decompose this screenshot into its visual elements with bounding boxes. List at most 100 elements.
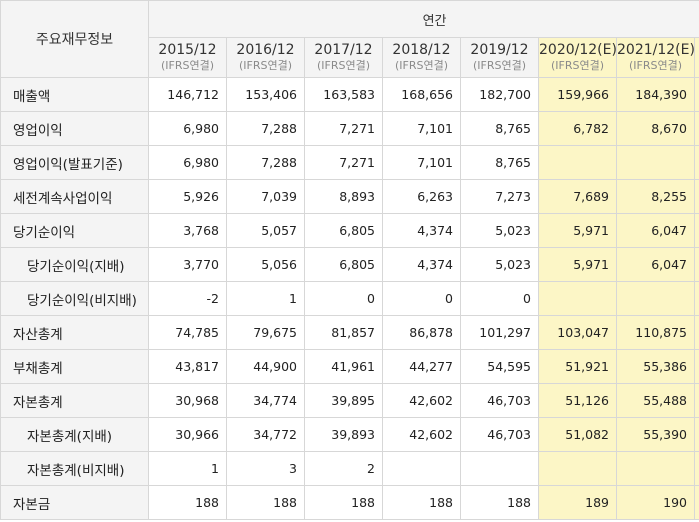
row-label: 자본총계(지배): [0, 417, 149, 452]
row-label: 자본총계: [0, 383, 149, 418]
value-cell: 153,406: [226, 77, 305, 112]
value-cell: 5,023: [460, 213, 539, 248]
table-row: 부채총계 43,817 44,900 41,961 44,277 54,595 51,921…: [0, 349, 699, 384]
value-cell: 5,971: [538, 213, 617, 248]
value-cell: 86,878: [382, 315, 461, 350]
value-cell: 79,675: [226, 315, 305, 350]
corner-header: 주요재무정보: [0, 0, 149, 78]
value-cell: [616, 145, 695, 180]
value-cell: 51,921: [538, 349, 617, 384]
table-row: 자본총계(비지배) 1 3 2: [0, 451, 699, 486]
year-label: 2020/12(E): [539, 41, 617, 58]
value-cell: 51,082: [538, 417, 617, 452]
table-row: 영업이익(발표기준) 6,980 7,288 7,271 7,101 8,765: [0, 145, 699, 180]
value-cell: 6,263: [382, 179, 461, 214]
value-cell: 54,595: [460, 349, 539, 384]
value-cell: 7,288: [226, 111, 305, 146]
year-label: 2015/12: [158, 41, 217, 58]
value-cell: 101,297: [460, 315, 539, 350]
accounting-basis-label: (IFRS연결): [238, 58, 293, 72]
value-cell: 55,488: [616, 383, 695, 418]
value-cell: [693, 315, 699, 350]
value-cell: 55,390: [616, 417, 695, 452]
value-cell: 81,857: [304, 315, 383, 350]
value-cell: 74,785: [148, 315, 227, 350]
accounting-basis-label: (IFRS연결): [316, 58, 371, 72]
value-cell: [693, 485, 699, 520]
row-label: 영업이익: [0, 111, 149, 146]
table-row: 자산총계 74,785 79,675 81,857 86,878 101,297 103,0…: [0, 315, 699, 350]
accounting-basis-label: (IFRS연결): [628, 58, 683, 72]
value-cell: 190: [616, 485, 695, 520]
value-cell: 5,926: [148, 179, 227, 214]
value-cell: [538, 281, 617, 316]
value-cell: [693, 179, 699, 214]
value-cell: 5,056: [226, 247, 305, 282]
value-cell: 8,255: [616, 179, 695, 214]
accounting-basis-label: (IFRS연결): [550, 58, 605, 72]
value-cell: [693, 247, 699, 282]
value-cell: 3: [226, 451, 305, 486]
value-cell: 1: [148, 451, 227, 486]
value-cell: 188: [382, 485, 461, 520]
value-cell: 188: [226, 485, 305, 520]
value-cell: 6,047: [616, 213, 695, 248]
value-cell: 163,583: [304, 77, 383, 112]
accounting-basis-label: (IFRS연결): [472, 58, 527, 72]
value-cell: 8,765: [460, 111, 539, 146]
value-cell: 103,047: [538, 315, 617, 350]
value-cell: 0: [382, 281, 461, 316]
value-cell: 4,374: [382, 213, 461, 248]
year-header-4: 2019/12 (IFRS연결): [460, 37, 539, 78]
year-header-0: 2015/12 (IFRS연결): [148, 37, 227, 78]
annual-group-header: 연간: [147, 0, 699, 38]
table-row: 매출액 146,712 153,406 163,583 168,656 182,700 15…: [0, 77, 699, 112]
value-cell: [616, 451, 695, 486]
row-label: 자산총계: [0, 315, 149, 350]
value-cell: 0: [460, 281, 539, 316]
year-header-1: 2016/12 (IFRS연결): [226, 37, 305, 78]
year-label: 2019/12: [470, 41, 529, 58]
table-row: 영업이익 6,980 7,288 7,271 7,101 8,765 6,782 8,670: [0, 111, 699, 146]
value-cell: 188: [460, 485, 539, 520]
value-cell: 7,271: [304, 111, 383, 146]
value-cell: 4,374: [382, 247, 461, 282]
year-header-7: 2: [693, 37, 699, 78]
value-cell: 5,057: [226, 213, 305, 248]
table-row: 당기순이익 3,768 5,057 6,805 4,374 5,023 5,971 6,047: [0, 213, 699, 248]
table-row: 자본총계 30,968 34,774 39,895 42,602 46,703 51,126…: [0, 383, 699, 418]
value-cell: 6,980: [148, 111, 227, 146]
value-cell: -2: [148, 281, 227, 316]
table-row: 당기순이익(지배) 3,770 5,056 6,805 4,374 5,023 5,971 6…: [0, 247, 699, 282]
value-cell: [693, 145, 699, 180]
value-cell: 34,772: [226, 417, 305, 452]
value-cell: [693, 349, 699, 384]
value-cell: 7,273: [460, 179, 539, 214]
value-cell: 39,893: [304, 417, 383, 452]
value-cell: 184,390: [616, 77, 695, 112]
value-cell: [693, 111, 699, 146]
year-label: 2018/12: [392, 41, 451, 58]
year-label: 2017/12: [314, 41, 373, 58]
value-cell: 41,961: [304, 349, 383, 384]
value-cell: 7,288: [226, 145, 305, 180]
value-cell: [693, 417, 699, 452]
value-cell: 5,023: [460, 247, 539, 282]
value-cell: [693, 213, 699, 248]
year-header-5: 2020/12(E) (IFRS연결): [538, 37, 617, 78]
value-cell: 7,689: [538, 179, 617, 214]
value-cell: 6,980: [148, 145, 227, 180]
value-cell: 30,968: [148, 383, 227, 418]
value-cell: 44,900: [226, 349, 305, 384]
value-cell: [616, 281, 695, 316]
value-cell: 2: [304, 451, 383, 486]
year-header-2: 2017/12 (IFRS연결): [304, 37, 383, 78]
value-cell: 159,966: [538, 77, 617, 112]
value-cell: 51,126: [538, 383, 617, 418]
value-cell: 6,047: [616, 247, 695, 282]
value-cell: 6,782: [538, 111, 617, 146]
value-cell: 30,966: [148, 417, 227, 452]
value-cell: 3,770: [148, 247, 227, 282]
table-row: 세전계속사업이익 5,926 7,039 8,893 6,263 7,273 7,689 8,…: [0, 179, 699, 214]
